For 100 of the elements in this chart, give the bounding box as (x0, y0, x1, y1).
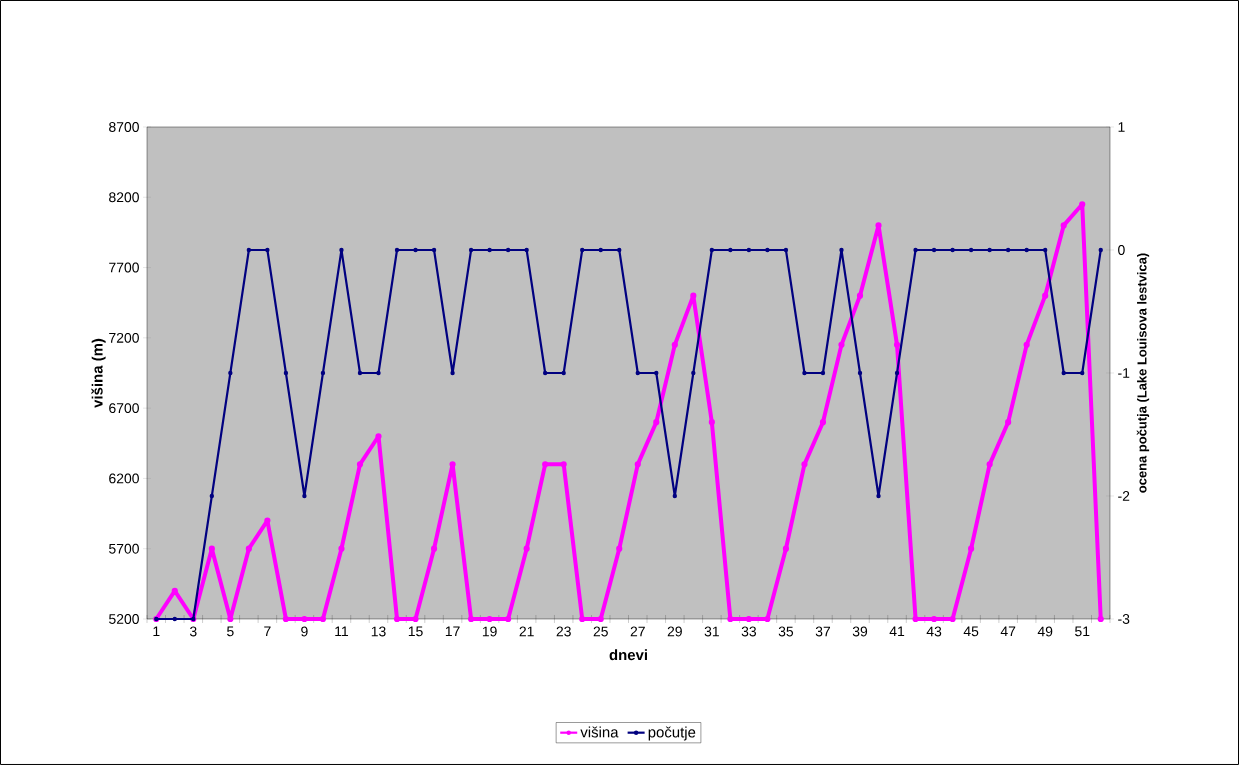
point (709, 247, 715, 253)
point (1023, 341, 1030, 348)
point (1061, 370, 1066, 376)
point (894, 370, 900, 376)
point (282, 615, 289, 623)
y2-tick-label: -1 (1118, 368, 1130, 378)
point (542, 461, 549, 468)
point (1042, 292, 1049, 299)
x-tick-label: 37 (815, 626, 831, 637)
point (875, 222, 882, 229)
point (857, 370, 863, 376)
point (1024, 247, 1029, 253)
point (801, 461, 808, 468)
point (283, 370, 289, 376)
point (375, 433, 382, 440)
point (708, 419, 715, 426)
x-tick-label: 13 (371, 626, 386, 637)
y-tick-label: 6700 (109, 403, 139, 414)
point (635, 370, 640, 376)
point (264, 517, 271, 524)
point (968, 545, 975, 552)
point (319, 615, 327, 623)
point (616, 545, 623, 552)
x-tick-label: 51 (1075, 626, 1090, 637)
point (912, 615, 919, 623)
point (393, 615, 401, 623)
x-tick-label: 25 (593, 626, 608, 637)
x-tick-label: 35 (778, 626, 794, 637)
point (302, 493, 307, 499)
point (671, 341, 678, 348)
x-tick-label: 27 (630, 626, 645, 637)
point (950, 247, 955, 253)
point (949, 615, 956, 623)
point (598, 247, 603, 253)
y-tick-label: 7200 (109, 332, 139, 343)
point (246, 247, 252, 253)
point (208, 545, 215, 552)
point (561, 370, 566, 376)
point (505, 247, 511, 253)
point (597, 615, 604, 623)
point (986, 461, 993, 468)
point (745, 615, 752, 623)
y-tick-label: 8700 (109, 122, 139, 132)
point (987, 247, 992, 253)
point (1005, 247, 1011, 253)
point (245, 545, 252, 552)
point (634, 461, 641, 468)
point (356, 461, 364, 468)
point (338, 545, 345, 552)
x-tick-label: 43 (926, 626, 942, 637)
point (450, 370, 455, 376)
point (1042, 247, 1048, 253)
point (209, 493, 215, 499)
point (486, 615, 493, 623)
point (357, 370, 363, 376)
point (727, 615, 734, 623)
point (1098, 247, 1103, 253)
x-tick-label: 47 (1000, 626, 1016, 637)
y2-tick-label: -3 (1118, 614, 1130, 624)
x-tick-label: 49 (1037, 626, 1053, 637)
x-tick-label: 9 (301, 626, 308, 637)
point (839, 247, 844, 253)
y2-tick-label: 0 (1118, 245, 1125, 255)
point (376, 370, 381, 376)
point (487, 247, 492, 253)
point (931, 247, 937, 253)
point (431, 247, 437, 253)
x-tick-label: 11 (335, 626, 349, 637)
point (413, 247, 418, 253)
point (523, 545, 530, 552)
point (467, 615, 475, 623)
y2-tick-label: 1 (1118, 122, 1125, 132)
point (1079, 201, 1086, 208)
point (468, 247, 474, 253)
point (1060, 222, 1067, 229)
point (913, 247, 918, 253)
point (265, 247, 270, 253)
x-tick-label: 7 (264, 626, 271, 637)
point (1005, 419, 1012, 426)
x-tick-label: 1 (153, 626, 160, 637)
point (542, 370, 548, 376)
x-tick-label: 15 (408, 626, 423, 637)
point (856, 292, 864, 299)
x-tick-label: 23 (556, 626, 571, 637)
point (893, 341, 901, 348)
point (617, 247, 622, 253)
x-tick-label: 19 (482, 626, 497, 637)
point (1097, 615, 1104, 623)
y-tick-label: 8200 (109, 192, 139, 203)
point (172, 616, 177, 622)
point (560, 461, 567, 468)
legend-label: počutje (648, 726, 696, 741)
point (394, 247, 400, 253)
point (691, 370, 696, 376)
point (819, 419, 827, 426)
y-tick-label: 7700 (109, 262, 139, 273)
x-tick-label: 21 (519, 626, 534, 637)
point (690, 292, 697, 299)
point (746, 247, 752, 253)
point (228, 370, 233, 376)
